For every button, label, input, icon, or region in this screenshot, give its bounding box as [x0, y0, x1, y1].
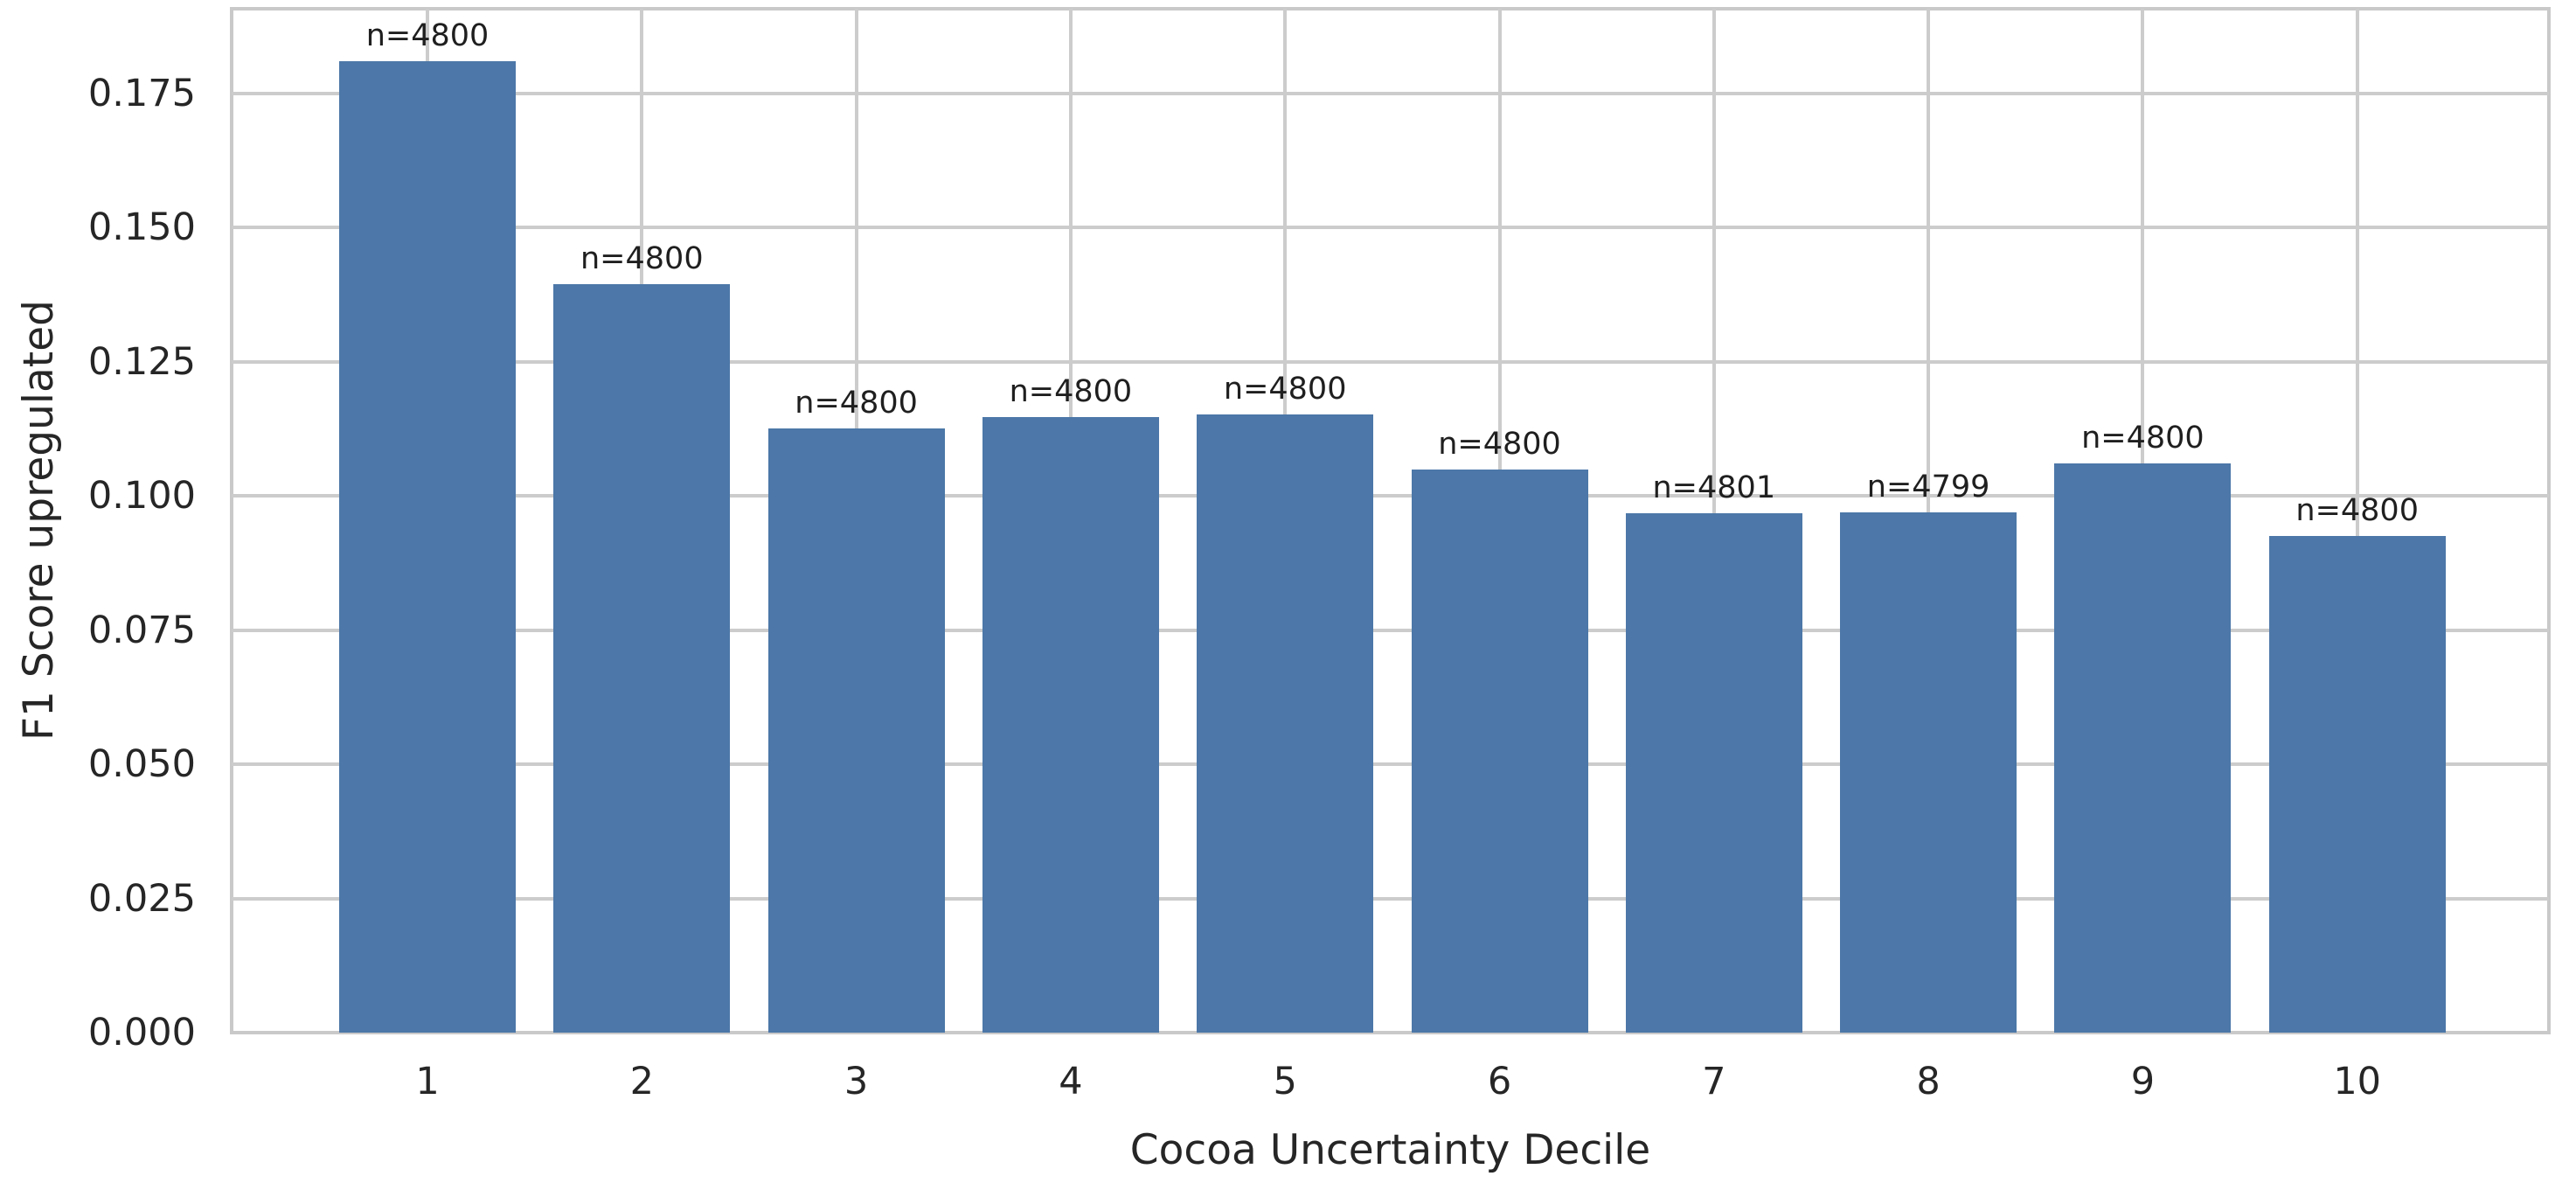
bar	[1411, 470, 1588, 1033]
y-tick-label: 0.050	[87, 742, 196, 787]
gridline-horizontal	[232, 762, 2549, 767]
bar	[339, 61, 516, 1033]
bar-count-label: n=4800	[1009, 374, 1133, 410]
plot-border-right	[2547, 7, 2551, 1034]
x-tick-label: 6	[1487, 1060, 1512, 1103]
bar-count-label: n=4800	[2081, 420, 2205, 456]
x-tick-label: 10	[2333, 1060, 2382, 1103]
gridline-horizontal	[232, 896, 2549, 901]
plot-border-left	[230, 7, 233, 1034]
bar	[2268, 536, 2446, 1033]
bar-count-label: n=4800	[365, 18, 490, 54]
bar	[2054, 463, 2232, 1033]
x-tick-label: 8	[1916, 1060, 1941, 1103]
plot-border-top	[230, 7, 2551, 10]
x-tick-label: 3	[844, 1060, 869, 1103]
gridline-horizontal	[232, 91, 2549, 95]
gridline-horizontal	[232, 359, 2549, 364]
gridline-horizontal	[232, 226, 2549, 230]
bar	[982, 417, 1159, 1033]
bar-count-label: n=4800	[795, 385, 918, 421]
y-tick-label: 0.125	[87, 339, 196, 384]
y-tick-label: 0.100	[87, 474, 196, 518]
bar-count-label: n=4800	[580, 240, 704, 276]
bar-count-label: n=4800	[1438, 427, 1561, 463]
bar	[767, 428, 945, 1033]
y-tick-label: 0.150	[87, 205, 196, 250]
x-tick-label: 1	[415, 1060, 440, 1103]
bar-count-label: n=4799	[1866, 469, 1990, 505]
y-tick-label: 0.075	[87, 608, 196, 652]
bar-count-label: n=4801	[1652, 470, 1776, 505]
x-tick-label: 7	[1702, 1060, 1726, 1103]
plot-area: n=4800 n=4800 n=4800 n=4800 n=4800 n=4800 n=48…	[232, 9, 2549, 1033]
y-tick-label: 0.000	[87, 1011, 196, 1054]
y-tick-label: 0.025	[87, 876, 196, 921]
gridline-vertical	[2355, 9, 2359, 1033]
bar	[553, 283, 731, 1033]
gridline-horizontal	[232, 494, 2549, 498]
y-axis-title: F1 Score upregulated	[15, 300, 63, 741]
x-axis-title: Cocoa Uncertainty Decile	[1129, 1126, 1651, 1174]
x-tick-label: 5	[1273, 1060, 1297, 1103]
plot-border-bottom	[230, 1031, 2551, 1034]
x-tick-label: 2	[629, 1060, 654, 1103]
x-tick-label: 4	[1059, 1060, 1083, 1103]
bar-count-label: n=4800	[2295, 493, 2419, 529]
gridline-horizontal	[232, 628, 2549, 632]
bar	[1840, 511, 2017, 1033]
bar-count-label: n=4800	[1223, 371, 1347, 407]
bar	[1197, 414, 1374, 1033]
bar	[1625, 512, 1802, 1033]
x-tick-label: 9	[2130, 1060, 2156, 1103]
y-tick-label: 0.175	[87, 71, 196, 115]
